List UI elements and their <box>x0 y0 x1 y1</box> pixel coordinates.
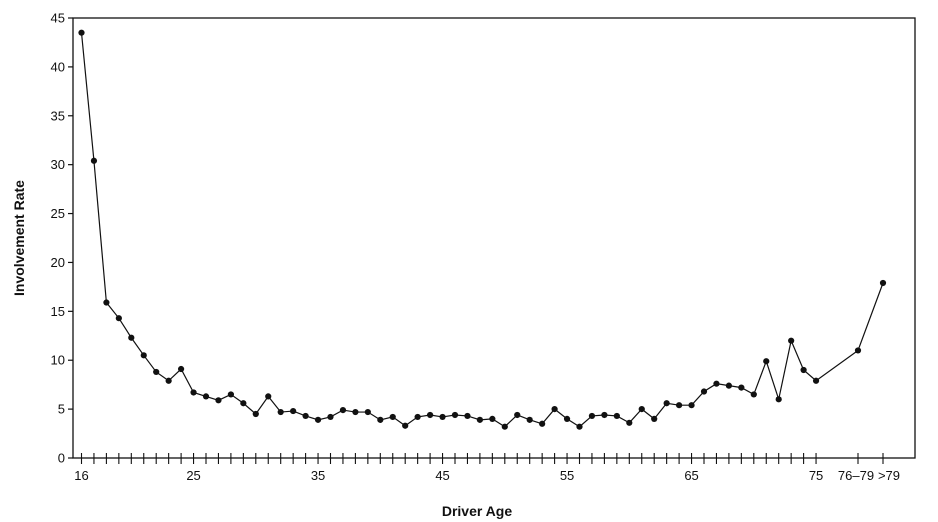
data-point <box>563 415 571 422</box>
series-line <box>80 32 884 428</box>
data-point <box>290 407 297 415</box>
data-point <box>277 408 284 416</box>
x-tick-label: 55 <box>560 468 574 483</box>
data-points <box>78 29 887 430</box>
data-point <box>676 402 683 409</box>
y-axis-title: Involvement Rate <box>11 180 27 296</box>
y-tick-label: 30 <box>51 157 65 172</box>
data-point <box>700 388 708 395</box>
data-point <box>227 391 234 398</box>
data-point <box>750 391 757 398</box>
data-point <box>427 411 434 419</box>
data-point <box>613 412 620 420</box>
data-point <box>775 396 782 403</box>
y-tick-label: 35 <box>51 108 65 123</box>
data-point <box>302 412 309 420</box>
data-point <box>526 416 533 423</box>
x-tick-label: 76–79 <box>838 468 874 483</box>
x-axis: 16 25 35 45 55 65 75 76–79 >79 <box>74 453 900 483</box>
data-point <box>539 420 546 427</box>
data-point <box>626 419 633 426</box>
y-tick-label: 25 <box>51 206 65 221</box>
x-axis-title: Driver Age <box>442 503 513 519</box>
data-point <box>90 157 98 164</box>
data-point <box>576 423 583 430</box>
data-point <box>103 299 110 306</box>
data-point <box>339 406 347 414</box>
data-point <box>252 410 259 418</box>
x-tick-label: 75 <box>809 468 823 483</box>
x-tick-label: 45 <box>435 468 449 483</box>
data-point <box>713 380 720 387</box>
data-point <box>202 393 210 400</box>
data-point <box>551 406 558 413</box>
x-tick-label: >79 <box>878 468 900 483</box>
data-point <box>879 279 887 287</box>
data-point <box>153 368 160 376</box>
data-point <box>514 411 521 419</box>
y-tick-label: 40 <box>51 59 65 74</box>
y-tick-label: 0 <box>58 451 65 466</box>
data-point <box>601 411 608 419</box>
data-point <box>414 413 421 421</box>
data-point <box>389 413 396 421</box>
data-point <box>190 389 197 396</box>
data-point <box>854 347 862 354</box>
data-point <box>265 393 272 400</box>
data-point <box>451 411 459 419</box>
y-tick-label: 20 <box>51 255 65 270</box>
data-point <box>439 413 446 421</box>
data-point <box>638 406 645 413</box>
data-point <box>738 384 745 391</box>
data-point <box>364 408 371 416</box>
data-point <box>763 358 770 365</box>
data-point <box>352 408 359 416</box>
y-tick-label: 45 <box>51 11 65 26</box>
data-point <box>663 400 670 407</box>
y-tick-label: 15 <box>51 304 65 319</box>
data-point <box>688 402 695 409</box>
data-point <box>725 382 733 389</box>
data-point <box>140 352 147 359</box>
data-point <box>314 416 322 423</box>
x-tick-label: 25 <box>186 468 200 483</box>
data-point <box>178 365 185 373</box>
data-point <box>800 366 807 374</box>
y-axis: 0 5 10 15 20 25 30 35 40 45 <box>51 11 73 466</box>
data-point <box>788 337 795 344</box>
data-point <box>240 400 247 407</box>
data-point <box>402 422 409 429</box>
data-point <box>812 377 820 384</box>
data-point <box>377 416 384 423</box>
data-point <box>215 397 222 404</box>
data-point <box>476 416 483 423</box>
data-point <box>78 29 85 36</box>
data-point <box>489 415 496 422</box>
x-tick-label: 65 <box>684 468 698 483</box>
x-tick-label: 16 <box>74 468 88 483</box>
plot-frame <box>72 17 916 459</box>
data-point <box>327 413 334 421</box>
data-point <box>501 423 508 430</box>
x-tick-label: 35 <box>311 468 325 483</box>
data-point <box>165 377 172 384</box>
data-point <box>588 412 596 420</box>
y-tick-label: 5 <box>58 402 65 417</box>
data-point <box>651 415 658 422</box>
data-point <box>464 412 471 420</box>
data-point <box>115 315 122 322</box>
data-point <box>128 334 135 341</box>
y-tick-label: 10 <box>51 353 65 368</box>
